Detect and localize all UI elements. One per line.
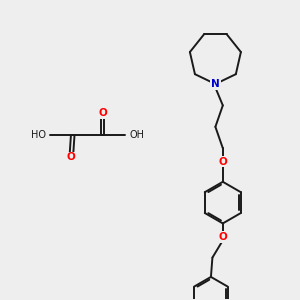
Text: HO: HO — [31, 130, 46, 140]
Text: OH: OH — [129, 130, 144, 140]
Text: O: O — [218, 157, 227, 166]
Text: N: N — [211, 79, 220, 89]
Text: O: O — [218, 232, 227, 242]
Text: O: O — [67, 152, 76, 162]
Text: O: O — [98, 108, 107, 118]
